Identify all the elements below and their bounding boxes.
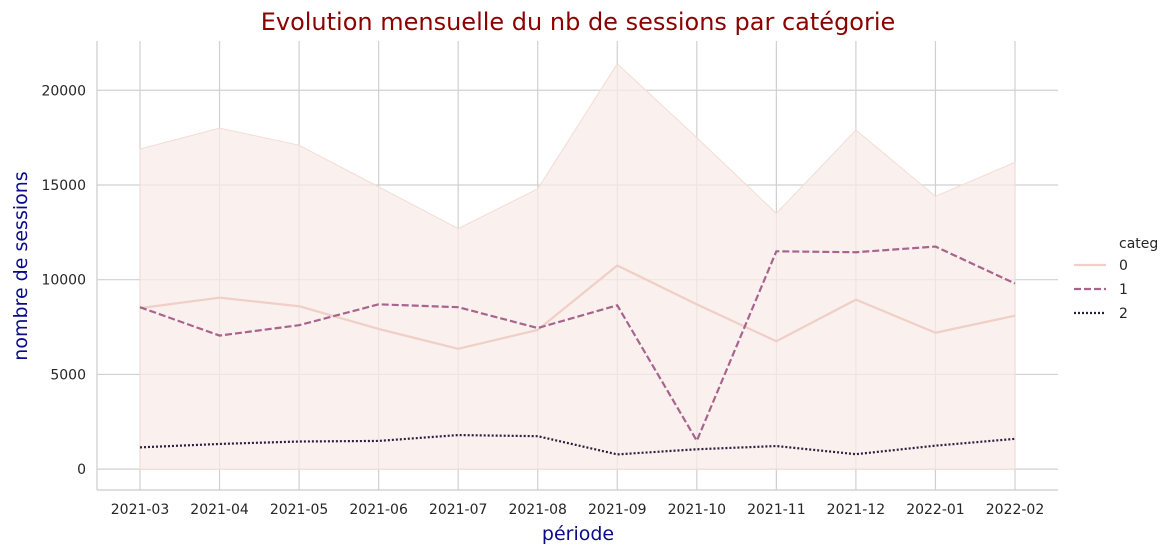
- series-lines: [139, 245, 1016, 456]
- y-tick-label: 10000: [41, 273, 86, 289]
- x-axis-ticks: 2021-03 2021-04 2021-05 2021-06 2021-07 2021-…: [111, 502, 1045, 518]
- x-axis-label: période: [542, 523, 614, 545]
- x-tick-label: 2021-12: [827, 502, 886, 518]
- legend-title: categ: [1119, 236, 1158, 252]
- legend-label-1: 1: [1119, 282, 1128, 298]
- y-tick-label: 0: [77, 462, 86, 478]
- legend-label-2: 2: [1119, 306, 1128, 322]
- legend: categ 0 1 2: [1074, 236, 1158, 322]
- x-tick-label: 2021-05: [270, 502, 329, 518]
- x-tick-label: 2021-04: [190, 502, 249, 518]
- axes: [96, 41, 1058, 491]
- y-tick-label: 20000: [41, 83, 86, 99]
- confidence-band: [139, 62, 1016, 470]
- y-axis-label: nombre de sessions: [10, 171, 32, 360]
- x-tick-label: 2021-10: [668, 502, 727, 518]
- x-tick-label: 2021-09: [588, 502, 647, 518]
- x-tick-label: 2021-03: [111, 502, 170, 518]
- x-tick-label: 2021-08: [508, 502, 567, 518]
- y-tick-label: 5000: [50, 367, 86, 383]
- legend-label-0: 0: [1119, 258, 1128, 274]
- series-line-2: [139, 433, 1016, 456]
- series-line-1: [139, 245, 1016, 442]
- y-tick-label: 15000: [41, 178, 86, 194]
- series-line-0: [139, 264, 1016, 350]
- x-tick-label: 2021-06: [349, 502, 408, 518]
- x-tick-label: 2022-01: [906, 502, 965, 518]
- y-axis-ticks: 0 5000 10000 15000 20000: [41, 83, 86, 478]
- x-tick-label: 2021-07: [429, 502, 488, 518]
- band-area: [139, 62, 1016, 470]
- x-tick-label: 2021-11: [747, 502, 806, 518]
- chart-title: Evolution mensuelle du nb de sessions pa…: [261, 8, 896, 36]
- x-tick-label: 2022-02: [986, 502, 1045, 518]
